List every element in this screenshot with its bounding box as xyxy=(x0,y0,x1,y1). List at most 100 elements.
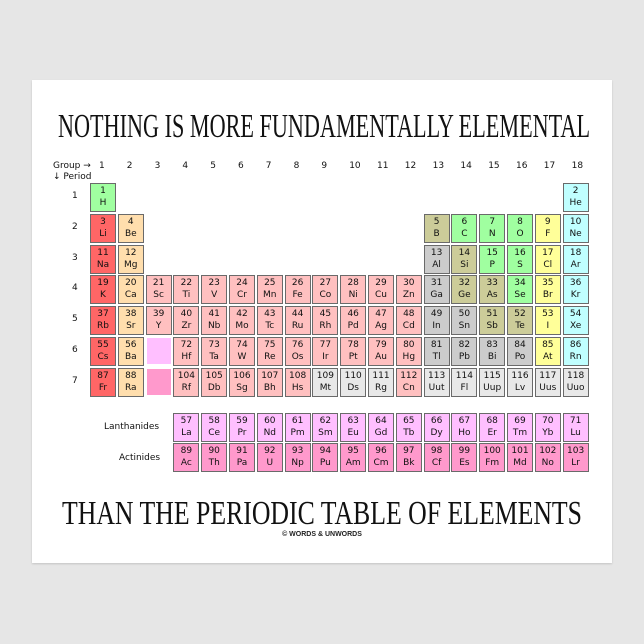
element-cell: 112 Cn xyxy=(395,367,422,397)
atomic-number: 106 xyxy=(233,370,251,381)
atomic-number: 72 xyxy=(180,340,193,350)
atomic-number: 107 xyxy=(261,370,279,381)
atomic-number: 17 xyxy=(542,247,554,258)
element-symbol: Au xyxy=(375,352,387,362)
element-cell: 54 Xe xyxy=(562,306,589,336)
group-number: 17 xyxy=(543,161,556,171)
element-symbol: Al xyxy=(432,259,441,270)
element-cell: 47 Ag xyxy=(368,306,394,336)
atomic-number: 31 xyxy=(430,278,443,289)
atomic-number: 30 xyxy=(403,278,415,289)
element-symbol: Zr xyxy=(181,321,192,332)
element-cell: 45 Rh xyxy=(312,306,339,336)
atomic-number: 27 xyxy=(319,278,332,289)
atomic-number: 50 xyxy=(458,309,471,320)
element-symbol: Se xyxy=(514,290,526,301)
element-symbol: Bk xyxy=(403,458,415,468)
atomic-number: 89 xyxy=(180,446,193,456)
atomic-number: 66 xyxy=(430,416,443,426)
element-symbol: N xyxy=(488,228,496,239)
element-cell: 86 Rn xyxy=(562,337,589,366)
element-symbol: At xyxy=(543,352,553,362)
atomic-number: 83 xyxy=(486,340,498,350)
element-cell: 63 Eu xyxy=(340,413,367,442)
element-symbol: Uuo xyxy=(566,382,585,393)
element-symbol: Sr xyxy=(126,321,136,332)
element-cell: 100 Fm xyxy=(479,443,506,472)
element-symbol: Mg xyxy=(124,259,138,270)
atomic-number: 7 xyxy=(489,216,496,227)
atomic-number: 13 xyxy=(430,247,443,258)
element-symbol: U xyxy=(266,458,274,468)
atomic-number: 47 xyxy=(375,309,387,320)
element-cell: 50 Sn xyxy=(451,306,478,336)
period-axis-label: ↓ Period xyxy=(53,172,92,182)
element-cell: 104 Rf xyxy=(173,367,200,397)
period-number: 2 xyxy=(72,221,78,232)
atomic-number: 112 xyxy=(400,370,418,381)
element-symbol: Li xyxy=(99,228,107,239)
atomic-number: 36 xyxy=(569,278,582,289)
element-cell: 107 Bh xyxy=(256,367,283,397)
element-symbol: In xyxy=(432,321,441,332)
atomic-number: 87 xyxy=(97,370,109,381)
period-number: 6 xyxy=(72,345,78,355)
element-symbol: La xyxy=(181,428,192,438)
element-cell: 42 Mo xyxy=(229,306,255,336)
element-cell: 10 Ne xyxy=(562,213,589,243)
atomic-number: 58 xyxy=(208,416,220,426)
element-symbol: Pu xyxy=(319,458,331,468)
atomic-number: 38 xyxy=(125,309,137,320)
group-number: 11 xyxy=(377,161,389,171)
element-symbol: Uut xyxy=(428,382,445,393)
element-cell: 89 Ac xyxy=(173,443,200,472)
atomic-number: 18 xyxy=(569,247,582,258)
element-cell: 61 Pm xyxy=(284,413,311,442)
element-symbol: As xyxy=(486,290,498,301)
element-cell: 81 Tl xyxy=(423,337,450,366)
element-symbol: Ba xyxy=(124,352,137,362)
element-cell: 38 Sr xyxy=(117,306,144,336)
element-cell: 68 Er xyxy=(479,413,506,442)
element-cell: 96 Cm xyxy=(368,443,394,472)
element-cell: 58 Ce xyxy=(201,413,228,442)
element-symbol: Uus xyxy=(539,382,557,393)
group-number: 18 xyxy=(571,161,584,171)
atomic-number: 117 xyxy=(539,370,557,381)
actinide-placeholder xyxy=(146,368,171,395)
element-symbol: Hf xyxy=(181,352,192,362)
element-symbol: Pm xyxy=(290,428,305,438)
atomic-number: 35 xyxy=(542,278,554,289)
element-symbol: Po xyxy=(514,352,526,362)
group-number: 13 xyxy=(432,161,445,171)
atomic-number: 80 xyxy=(403,340,415,350)
element-cell: 34 Se xyxy=(507,275,533,305)
atomic-number: 39 xyxy=(152,309,165,320)
element-symbol: Ra xyxy=(125,382,137,393)
element-symbol: Mt xyxy=(319,382,332,393)
atomic-number: 99 xyxy=(458,446,471,456)
copyright: © WORDS & UNWORDS xyxy=(282,531,362,538)
element-cell: 64 Gd xyxy=(368,413,394,442)
atomic-number: 1 xyxy=(100,186,106,196)
element-cell: 30 Zn xyxy=(395,275,422,305)
element-symbol: Tm xyxy=(512,428,528,438)
element-symbol: Ag xyxy=(375,321,387,332)
group-number: 10 xyxy=(349,161,361,171)
element-cell: 24 Cr xyxy=(229,275,255,305)
element-cell: 46 Pd xyxy=(340,306,367,336)
element-symbol: Dy xyxy=(430,428,443,438)
element-cell: 82 Pb xyxy=(451,337,478,366)
element-cell: 59 Pr xyxy=(229,413,255,442)
element-cell: 70 Yb xyxy=(534,413,561,442)
atomic-number: 34 xyxy=(514,278,526,289)
element-symbol: Os xyxy=(291,352,304,362)
element-cell: 99 Es xyxy=(451,443,478,472)
element-symbol: Sb xyxy=(486,321,498,332)
element-cell: 14 Si xyxy=(451,244,478,274)
element-cell: 115 Uup xyxy=(479,367,506,397)
element-symbol: Hg xyxy=(402,352,416,362)
atomic-number: 14 xyxy=(458,247,471,258)
atomic-number: 19 xyxy=(97,278,109,289)
